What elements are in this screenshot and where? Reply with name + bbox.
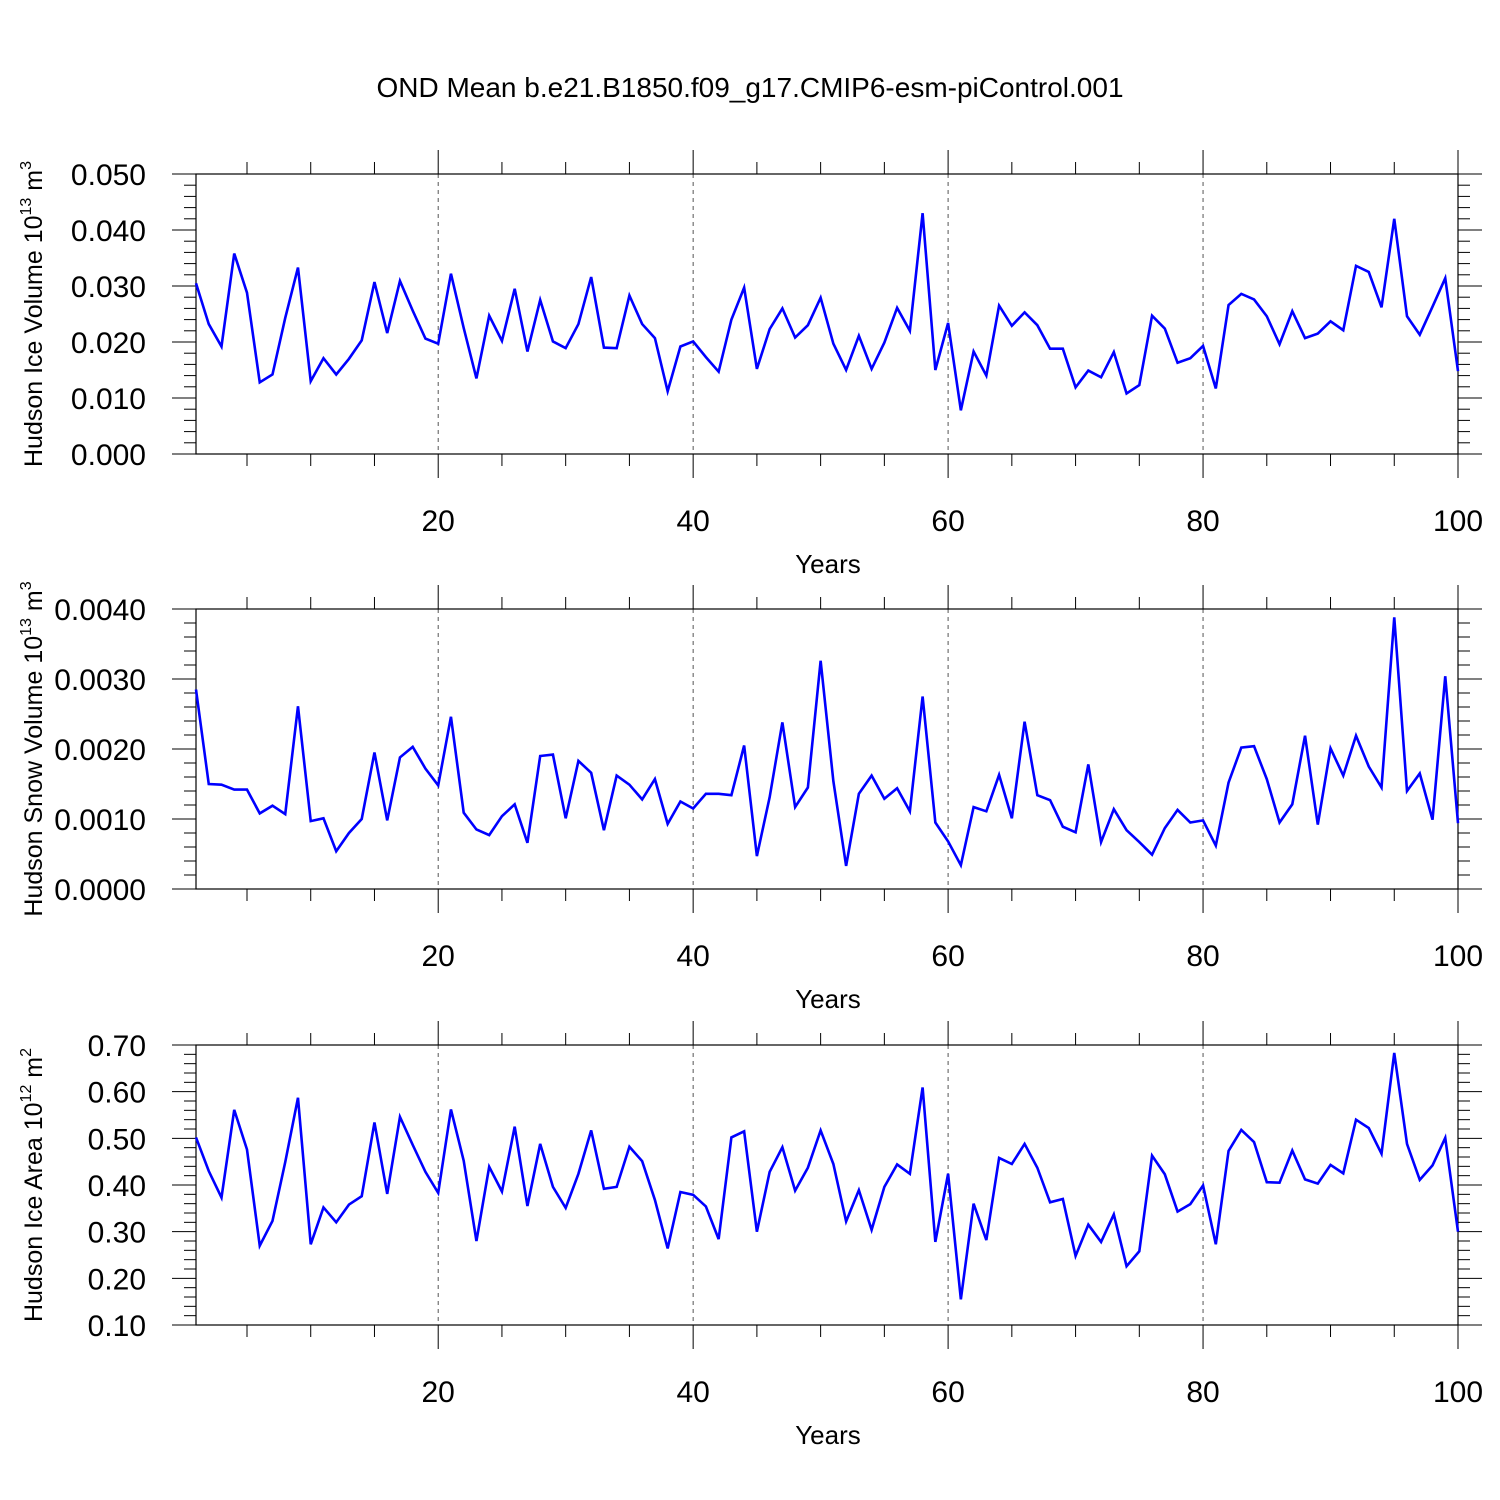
y-tick-label: 0.20 <box>88 1263 146 1296</box>
y-tick-label: 0.70 <box>88 1030 146 1063</box>
y-tick-label: 0.020 <box>71 327 146 360</box>
plot-frame <box>195 173 1459 455</box>
y-tick-label: 0.50 <box>88 1123 146 1156</box>
y-axis-label: Hudson Ice Volume 1013 m3 <box>18 161 48 467</box>
y-tick-label: 0.30 <box>88 1217 146 1250</box>
x-axis-label: Years <box>795 1420 861 1450</box>
y-tick-label: 0.0010 <box>54 804 146 837</box>
x-tick-label: 100 <box>1433 1376 1483 1409</box>
y-axis-label-exponent: 13 <box>18 618 35 636</box>
series-line <box>194 213 1460 411</box>
y-axis-label-unit: m <box>20 590 48 618</box>
y-axis-label-text: Hudson Ice Area 10 <box>20 1102 48 1322</box>
x-tick-label: 20 <box>422 1376 455 1409</box>
panel-snow-volume: 20 40 60 80 100 Years 0.0000 0.0010 0.0020 0.0030… <box>18 581 1483 1014</box>
x-tick-label: 80 <box>1186 1376 1219 1409</box>
x-tick-label: 20 <box>422 505 455 538</box>
x-tick-label: 40 <box>676 1376 709 1409</box>
x-tick-label: 40 <box>676 940 709 973</box>
x-axis-label: Years <box>795 984 861 1014</box>
plot-frame <box>195 608 1459 890</box>
x-tick-label: 40 <box>676 505 709 538</box>
panel-ice-volume: 20 40 60 80 100 Years 0.000 0.010 0.020 0.030 0.04… <box>18 150 1483 579</box>
x-tick-label: 20 <box>422 940 455 973</box>
y-tick-label: 0.0040 <box>54 594 146 627</box>
y-axis-label-exponent: 12 <box>18 1085 35 1103</box>
x-tick-label: 100 <box>1433 505 1483 538</box>
y-tick-label: 0.0030 <box>54 664 146 697</box>
y-axis-label: Hudson Snow Volume 1013 m3 <box>18 581 48 916</box>
x-tick-label: 100 <box>1433 940 1483 973</box>
y-axis-label-unit: m <box>20 1057 48 1085</box>
x-tick-label: 60 <box>931 505 964 538</box>
y-axis-label-unit: m <box>20 170 48 198</box>
y-tick-label: 0.010 <box>71 383 146 416</box>
y-axis-label-exponent: 13 <box>18 198 35 216</box>
y-tick-label: 0.40 <box>88 1170 146 1203</box>
y-axis-label-text: Hudson Ice Volume 10 <box>20 215 48 467</box>
y-axis-label-unit-exponent: 3 <box>18 161 35 170</box>
series-line <box>194 1052 1460 1300</box>
y-tick-label: 0.0000 <box>54 874 146 907</box>
y-tick-label: 0.60 <box>88 1077 146 1110</box>
y-axis-label-unit-exponent: 2 <box>18 1048 35 1057</box>
x-axis-label: Years <box>795 549 861 579</box>
x-tick-label: 60 <box>931 940 964 973</box>
y-tick-label: 0.040 <box>71 215 146 248</box>
x-tick-label: 80 <box>1186 505 1219 538</box>
y-tick-label: 0.000 <box>71 439 146 472</box>
y-axis-label-unit-exponent: 3 <box>18 581 35 590</box>
y-axis-label: Hudson Ice Area 1012 m2 <box>18 1048 48 1322</box>
x-tick-label: 80 <box>1186 940 1219 973</box>
x-tick-label: 60 <box>931 1376 964 1409</box>
panel-ice-area: 20 40 60 80 100 Years 0.10 0.20 0.30 0.40 0.50 0.60… <box>18 1021 1483 1450</box>
y-axis-label-text: Hudson Snow Volume 10 <box>20 636 48 917</box>
y-tick-label: 0.050 <box>71 159 146 192</box>
figure-title: OND Mean b.e21.B1850.f09_g17.CMIP6-esm-p… <box>376 72 1124 103</box>
y-tick-label: 0.10 <box>88 1310 146 1343</box>
series-line <box>194 617 1460 869</box>
y-tick-label: 0.030 <box>71 271 146 304</box>
y-tick-label: 0.0020 <box>54 734 146 767</box>
